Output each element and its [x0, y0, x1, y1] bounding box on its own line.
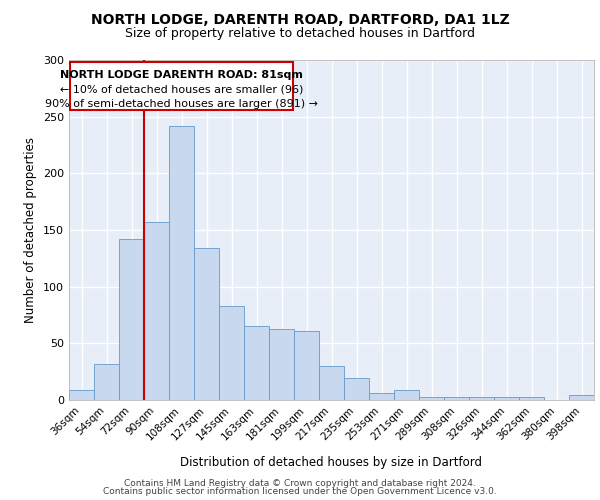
Text: 90% of semi-detached houses are larger (891) →: 90% of semi-detached houses are larger (… [45, 98, 318, 108]
Bar [94, 364, 119, 400]
Bar [569, 396, 594, 400]
Bar [469, 396, 494, 400]
Bar [244, 326, 269, 400]
Text: Contains HM Land Registry data © Crown copyright and database right 2024.: Contains HM Land Registry data © Crown c… [124, 478, 476, 488]
Bar [69, 390, 94, 400]
Text: ← 10% of detached houses are smaller (96): ← 10% of detached houses are smaller (96… [60, 85, 303, 95]
Bar [444, 396, 469, 400]
Bar [144, 222, 169, 400]
Bar [294, 331, 319, 400]
Bar [219, 306, 244, 400]
Text: Contains public sector information licensed under the Open Government Licence v3: Contains public sector information licen… [103, 487, 497, 496]
Text: Size of property relative to detached houses in Dartford: Size of property relative to detached ho… [125, 28, 475, 40]
Bar [70, 62, 293, 110]
X-axis label: Distribution of detached houses by size in Dartford: Distribution of detached houses by size … [181, 456, 482, 468]
Bar [269, 328, 294, 400]
Bar [344, 378, 369, 400]
Bar [494, 396, 519, 400]
Text: NORTH LODGE DARENTH ROAD: 81sqm: NORTH LODGE DARENTH ROAD: 81sqm [60, 70, 303, 80]
Bar [169, 126, 194, 400]
Bar [119, 239, 144, 400]
Bar [519, 396, 544, 400]
Y-axis label: Number of detached properties: Number of detached properties [25, 137, 37, 323]
Bar [369, 393, 394, 400]
Bar [319, 366, 344, 400]
Text: NORTH LODGE, DARENTH ROAD, DARTFORD, DA1 1LZ: NORTH LODGE, DARENTH ROAD, DARTFORD, DA1… [91, 12, 509, 26]
Bar [194, 248, 219, 400]
Bar [419, 396, 444, 400]
Bar [394, 390, 419, 400]
